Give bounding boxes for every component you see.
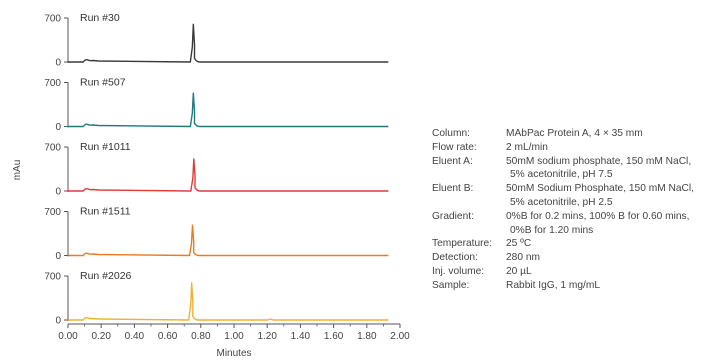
condition-value: 280 nm: [506, 252, 540, 264]
condition-label: Column:: [432, 128, 470, 139]
condition-label: Detection:: [432, 252, 478, 264]
condition-gradient: Gradient: 0%B for 0.2 mins, 100% B for 0…: [432, 210, 722, 224]
condition-value: 50mM Sodium Phosphate, 150 mM NaCl,: [506, 183, 694, 195]
x-tick-label: 0.80: [191, 331, 211, 342]
condition-label: Eluent B:: [432, 183, 474, 195]
condition-flow-rate: Flow rate: 2 mL/min: [432, 141, 722, 155]
x-axis-label: Minutes: [216, 348, 251, 359]
series-label: Run #2026: [80, 270, 132, 282]
condition-continuation: 5% acetonitrile, pH 2.5: [510, 196, 613, 208]
condition-continuation: 0%B for 1.20 mins: [510, 224, 594, 236]
y-tick-label: 0: [55, 122, 61, 133]
series-label: Run #1011: [80, 141, 131, 153]
y-tick-label: 700: [44, 143, 61, 154]
series-line: [68, 92, 389, 128]
x-tick-label: 1.20: [257, 331, 277, 342]
series-label: Run #30: [80, 12, 120, 24]
condition-detection: Detection: 280 nm: [432, 251, 722, 265]
y-tick-label: 0: [55, 187, 61, 198]
y-tick-label: 700: [44, 78, 61, 89]
condition-label: Flow rate:: [432, 141, 477, 153]
x-tick-label: 1.80: [357, 331, 377, 342]
y-tick-label: 700: [44, 207, 61, 218]
condition-eluent-b: Eluent B: 50mM Sodium Phosphate, 150 mM …: [432, 182, 722, 196]
condition-label: Gradient:: [432, 210, 474, 222]
condition-value: 50mM sodium phosphate, 150 mM NaCl,: [506, 155, 692, 167]
y-tick-label: 0: [55, 251, 61, 262]
condition-value: Rabbit IgG, 1 mg/mL: [506, 279, 600, 291]
condition-temperature: Temperature: 25 ºC: [432, 237, 722, 251]
series-line: [68, 158, 389, 192]
x-tick-label: 0.60: [158, 331, 178, 342]
condition-label: Sample:: [432, 279, 470, 291]
conditions-panel: Column: MAbPac Protein A, 4 × 35 mm Flow…: [432, 127, 722, 293]
condition-eluent-a: Eluent A: 50mM sodium phosphate, 150 mM …: [432, 155, 722, 169]
series-label: Run #1511: [80, 206, 131, 218]
condition-sample: Sample: Rabbit IgG, 1 mg/mL: [432, 279, 722, 293]
y-tick-label: 700: [44, 14, 61, 25]
chromatogram-chart: mAu 0 700 Run #30 0 700 Run #507 0 700 Run #1011 0…: [12, 12, 410, 359]
condition-inj-volume: Inj. volume: 20 µL: [432, 265, 722, 279]
condition-value: 2 mL/min: [506, 141, 548, 153]
condition-value: 20 µL: [506, 265, 532, 277]
x-tick-label: 1.00: [224, 331, 244, 342]
condition-label: Eluent A:: [432, 155, 473, 167]
x-tick-label: 2.00: [390, 331, 410, 342]
condition-label: Temperature:: [432, 238, 493, 250]
y-tick-label: 0: [55, 58, 61, 69]
y-tick-label: 700: [44, 272, 61, 283]
y-tick-label: 0: [55, 316, 61, 327]
series-line: [68, 224, 389, 257]
x-tick-label: 0.40: [125, 331, 145, 342]
condition-value: 0%B for 0.2 mins, 100% B for 0.60 mins,: [506, 210, 690, 222]
condition-column: Column: MAbPac Protein A, 4 × 35 mm: [432, 127, 722, 141]
condition-value: MAbPac Protein A, 4 × 35 mm: [506, 128, 643, 139]
condition-continuation: 5% acetonitrile, pH 7.5: [510, 169, 613, 181]
series-line: [68, 282, 389, 321]
series-label: Run #507: [80, 77, 126, 89]
x-tick-label: 0.00: [58, 331, 78, 342]
condition-label: Inj. volume:: [432, 265, 485, 277]
series-line: [68, 23, 389, 63]
y-axis-label: mAu: [12, 160, 23, 181]
x-tick-label: 0.20: [91, 331, 111, 342]
x-tick-label: 1.60: [324, 331, 344, 342]
x-tick-label: 1.40: [291, 331, 311, 342]
condition-value: 25 ºC: [506, 238, 532, 250]
